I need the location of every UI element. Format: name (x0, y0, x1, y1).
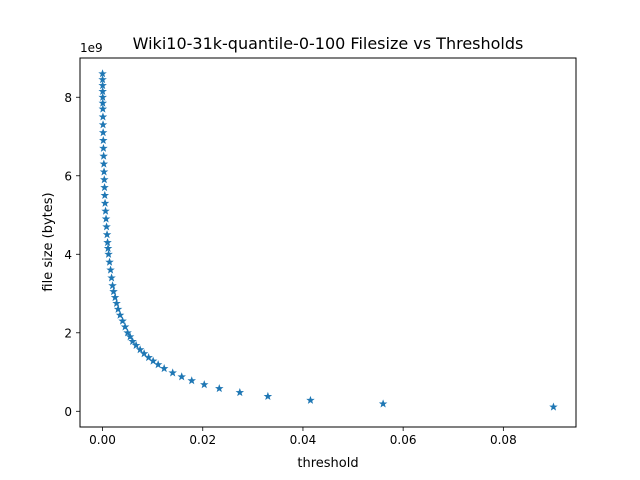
data-point (99, 167, 109, 176)
y-tick-label: 0 (64, 405, 72, 419)
data-point (110, 292, 120, 302)
data-point (103, 238, 112, 247)
data-point (100, 183, 109, 192)
data-point (125, 332, 135, 341)
chart-title: Wiki10-31k-quantile-0-100 Filesize vs Th… (133, 34, 524, 53)
data-point (112, 298, 121, 307)
data-point (378, 399, 388, 408)
data-points (98, 69, 558, 411)
data-point (235, 387, 245, 397)
data-point (99, 143, 108, 152)
data-point (153, 360, 163, 369)
x-axis-label: threshold (297, 456, 358, 471)
data-point (108, 281, 117, 290)
data-point (99, 135, 108, 145)
data-point (215, 384, 224, 393)
data-point (100, 190, 110, 200)
data-point (131, 340, 141, 349)
data-point (187, 376, 196, 385)
data-point (98, 75, 107, 84)
data-point (263, 391, 273, 400)
x-axis: 0.00 0.02 0.04 0.06 0.08 (89, 427, 517, 447)
data-point (101, 206, 110, 215)
data-point (139, 349, 149, 358)
x-tick-label: 0.08 (490, 433, 517, 447)
data-point (115, 310, 125, 319)
y-tick-label: 4 (64, 248, 72, 262)
data-point (120, 322, 130, 331)
data-point (109, 287, 118, 296)
data-point (98, 92, 107, 101)
data-point (159, 364, 169, 373)
data-point (102, 222, 111, 231)
data-point (123, 328, 132, 337)
x-tick-label: 0.00 (89, 433, 116, 447)
data-point (135, 345, 145, 354)
data-point (549, 402, 558, 411)
y-tick-label: 2 (64, 326, 72, 340)
data-point (98, 128, 108, 137)
data-point (177, 372, 186, 381)
data-point (98, 104, 108, 113)
data-point (200, 380, 209, 389)
y-axis-label: file size (bytes) (41, 192, 56, 291)
x-tick-label: 0.04 (290, 433, 317, 447)
data-point (105, 257, 114, 266)
y-tick-label: 6 (64, 169, 72, 183)
data-point (98, 86, 107, 95)
data-point (101, 214, 111, 223)
data-point (98, 112, 108, 121)
y-axis: 0 2 4 6 8 (64, 91, 80, 419)
data-point (106, 265, 115, 274)
data-point (100, 175, 109, 184)
y-tick-label: 8 (64, 91, 72, 105)
data-point (99, 159, 109, 168)
data-point (104, 249, 113, 258)
data-point (128, 336, 137, 346)
data-point (144, 353, 153, 362)
plot-area-frame (79, 57, 577, 428)
data-point (98, 81, 107, 90)
data-point (148, 356, 158, 365)
data-point (113, 304, 123, 313)
data-point (168, 368, 177, 377)
data-point (107, 273, 116, 282)
x-tick-label: 0.02 (189, 433, 216, 447)
data-point (103, 243, 113, 253)
data-point (306, 395, 315, 404)
data-point (118, 316, 127, 325)
data-point (98, 120, 108, 129)
data-point (102, 230, 112, 239)
data-point (99, 151, 108, 160)
y-offset-label: 1e9 (80, 41, 103, 55)
data-point (98, 98, 108, 107)
data-point (98, 69, 107, 78)
x-tick-label: 0.06 (390, 433, 417, 447)
data-point (100, 198, 110, 207)
